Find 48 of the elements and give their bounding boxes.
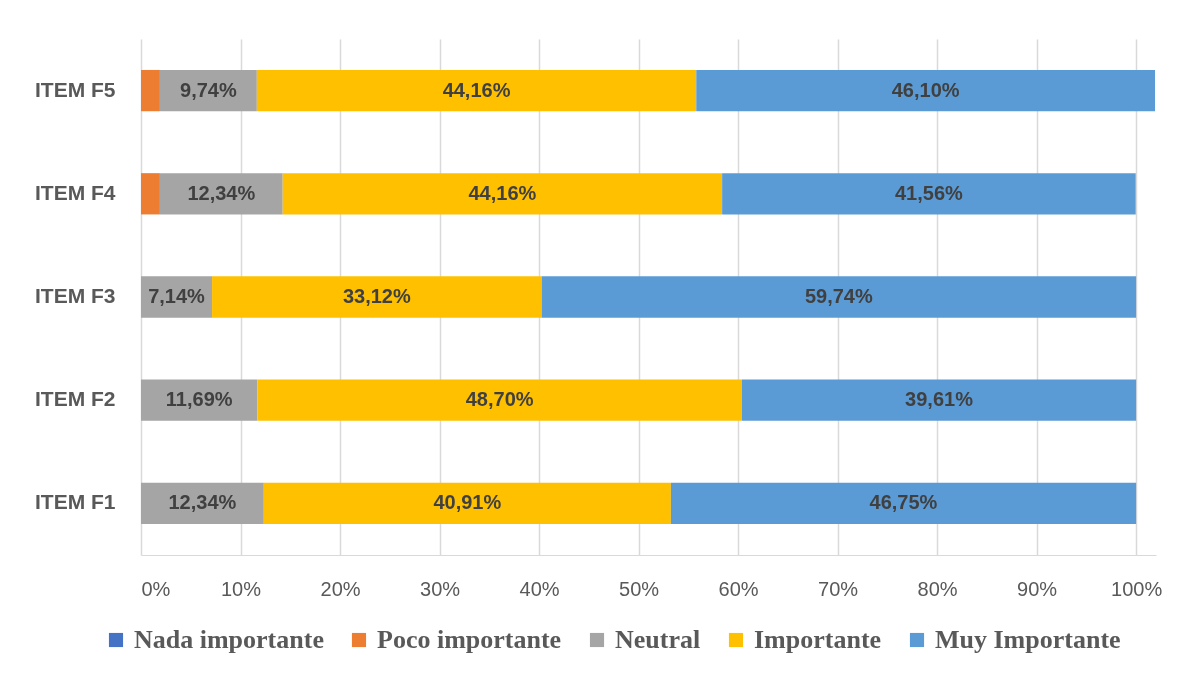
bar bbox=[741, 379, 1137, 421]
data-label: 9,74% bbox=[180, 78, 237, 101]
bar bbox=[256, 69, 697, 112]
x-tick-label: 70% bbox=[818, 577, 859, 600]
y-tick-label: ITEM F2 bbox=[34, 387, 116, 411]
x-tick-label: 40% bbox=[519, 577, 560, 600]
x-tick-label: 100% bbox=[1111, 577, 1163, 600]
x-tick-label: 20% bbox=[320, 577, 361, 600]
bar bbox=[722, 173, 1136, 215]
data-label: 40,91% bbox=[433, 491, 502, 514]
data-label: 12,34% bbox=[187, 181, 256, 204]
y-tick-label: ITEM F4 bbox=[34, 180, 116, 204]
bar bbox=[141, 173, 160, 215]
y-tick-label: ITEM F1 bbox=[34, 490, 116, 514]
bar bbox=[263, 482, 671, 525]
legend-label: Neutral bbox=[615, 625, 701, 654]
legend-label: Nada importante bbox=[134, 625, 324, 654]
data-label: 46,10% bbox=[891, 78, 960, 101]
bar bbox=[141, 69, 160, 112]
data-label: 44,16% bbox=[468, 181, 537, 204]
data-label: 11,69% bbox=[165, 388, 233, 411]
data-label: 48,70% bbox=[465, 388, 534, 411]
y-tick-label: ITEM F3 bbox=[34, 284, 116, 307]
data-label: 59,74% bbox=[804, 285, 873, 307]
bar bbox=[696, 69, 1155, 112]
data-label: 41,56% bbox=[895, 181, 964, 204]
data-label: 46,75% bbox=[869, 491, 938, 514]
x-tick-label: 30% bbox=[420, 577, 461, 600]
x-tick-label: 10% bbox=[220, 577, 262, 600]
bar bbox=[670, 482, 1137, 525]
bar bbox=[212, 276, 542, 318]
legend-label: Importante bbox=[754, 625, 882, 654]
data-label: 44,16% bbox=[442, 78, 511, 101]
legend-label: Muy Importante bbox=[935, 625, 1121, 654]
x-tick-label: 0% bbox=[141, 577, 171, 600]
bar bbox=[541, 276, 1137, 318]
x-tick-label: 60% bbox=[718, 577, 759, 600]
x-tick-label: 90% bbox=[1017, 577, 1058, 600]
data-label: 39,61% bbox=[905, 388, 974, 411]
y-tick-label: ITEM F5 bbox=[34, 77, 116, 101]
x-tick-label: 50% bbox=[619, 577, 660, 600]
data-label: 12,34% bbox=[168, 491, 237, 514]
bar bbox=[282, 173, 723, 215]
data-label: 33,12% bbox=[342, 285, 411, 307]
bar bbox=[257, 379, 742, 421]
x-tick-label: 80% bbox=[917, 577, 958, 600]
legend-label: Poco importante bbox=[377, 625, 562, 654]
data-label: 7,14% bbox=[148, 285, 206, 307]
